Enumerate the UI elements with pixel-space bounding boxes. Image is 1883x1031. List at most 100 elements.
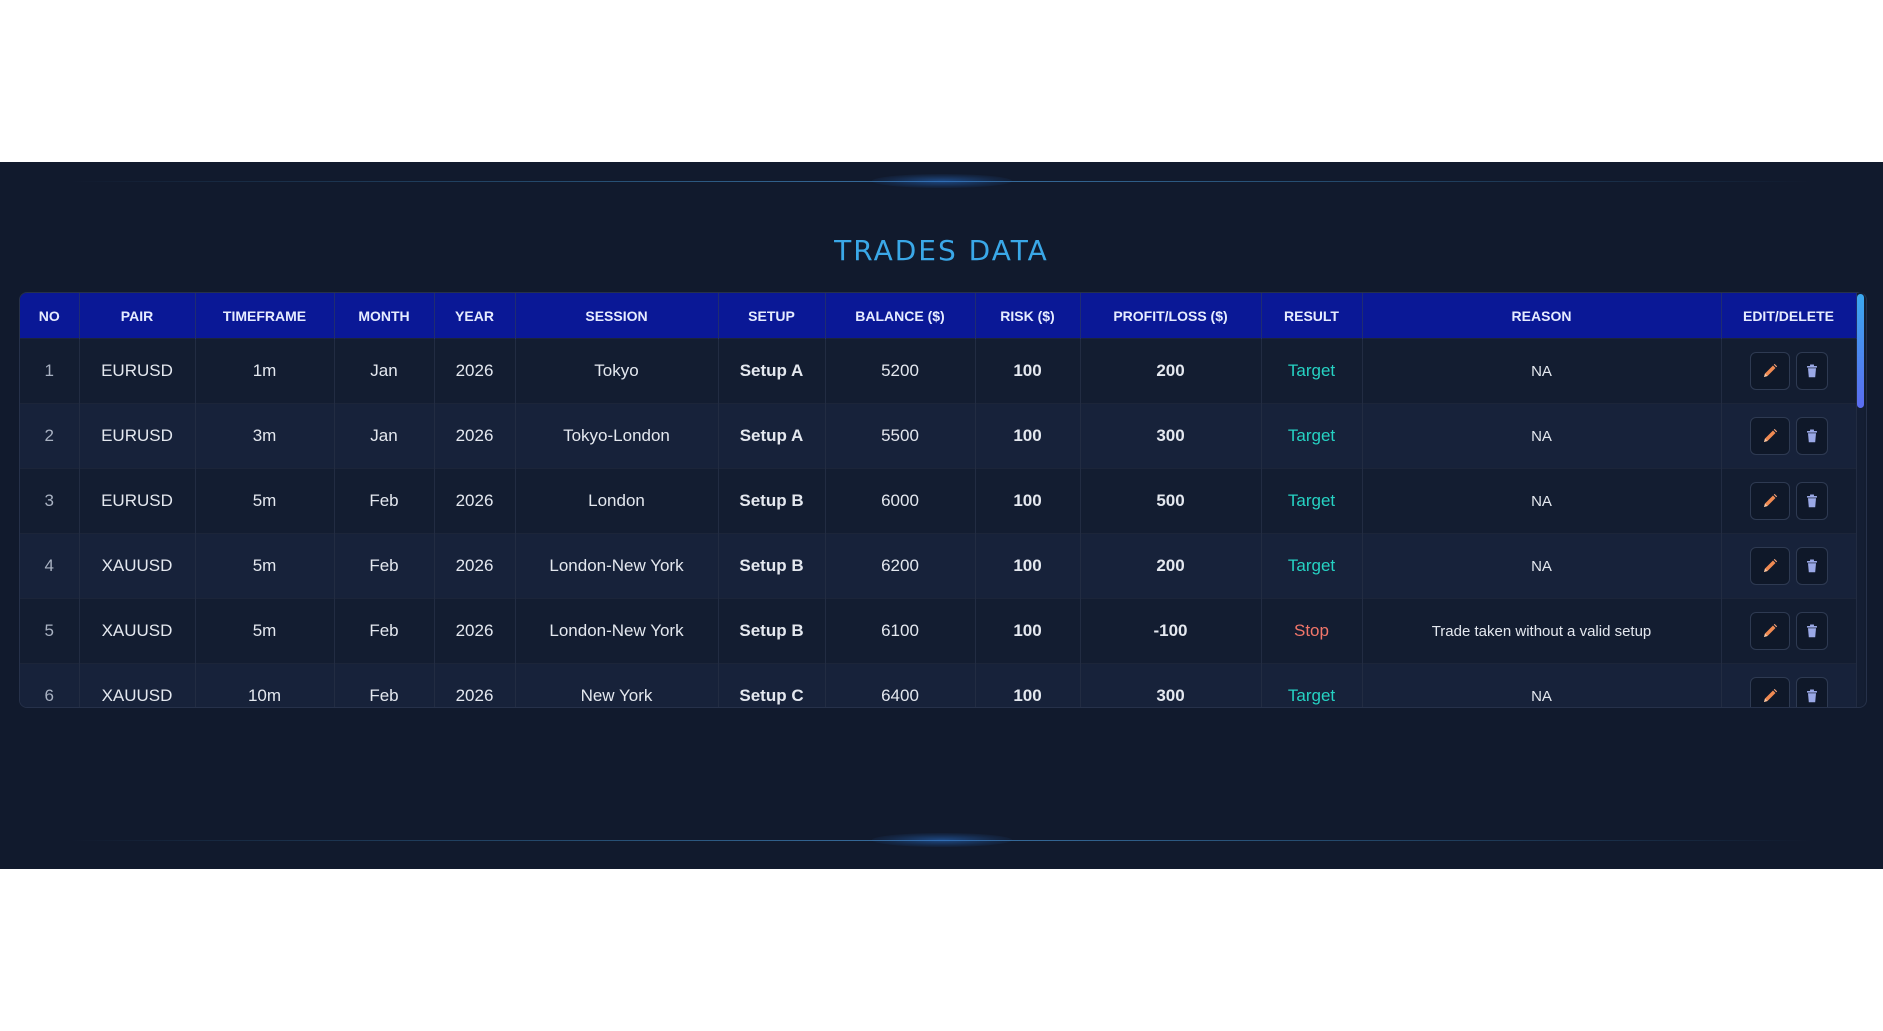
delete-button[interactable] (1795, 612, 1828, 650)
table-row: 5 XAUUSD 5m Feb 2026 London-New York Set… (20, 598, 1857, 664)
delete-button[interactable] (1795, 352, 1828, 390)
cell-session: London-New York (515, 598, 719, 664)
delete-button[interactable] (1795, 677, 1828, 707)
cell-profit-loss: 300 (1080, 403, 1262, 469)
pencil-icon (1763, 428, 1777, 442)
cell-actions (1721, 598, 1857, 664)
cell-setup: Setup B (718, 468, 826, 534)
delete-button[interactable] (1795, 547, 1828, 585)
edit-button[interactable] (1749, 677, 1790, 707)
cell-no: 4 (20, 533, 80, 599)
cell-result: Target (1261, 663, 1363, 707)
column-header-result: RESULT (1261, 293, 1363, 339)
column-header-year: YEAR (434, 293, 516, 339)
column-header-profit-loss: PROFIT/LOSS ($) (1080, 293, 1262, 339)
cell-pair: XAUUSD (79, 533, 196, 599)
cell-month: Jan (334, 338, 435, 404)
cell-profit-loss: 200 (1080, 533, 1262, 599)
cell-session: London (515, 468, 719, 534)
column-header-month: MONTH (334, 293, 435, 339)
edit-button[interactable] (1749, 482, 1790, 520)
cell-pair: EURUSD (79, 403, 196, 469)
cell-pair: EURUSD (79, 338, 196, 404)
cell-risk: 100 (975, 468, 1081, 534)
cell-reason: NA (1362, 468, 1722, 534)
column-header-setup: SETUP (718, 293, 826, 339)
cell-reason: NA (1362, 533, 1722, 599)
cell-result: Target (1261, 468, 1363, 534)
cell-setup: Setup B (718, 598, 826, 664)
column-header-reason: REASON (1362, 293, 1722, 339)
cell-actions (1721, 533, 1857, 599)
cell-profit-loss: -100 (1080, 598, 1262, 664)
pencil-icon (1763, 623, 1777, 637)
cell-balance: 5500 (825, 403, 976, 469)
cell-balance: 6100 (825, 598, 976, 664)
column-header-risk: RISK ($) (975, 293, 1081, 339)
edit-button[interactable] (1749, 547, 1790, 585)
column-header-timeframe: TIMEFRAME (195, 293, 335, 339)
cell-year: 2026 (434, 403, 516, 469)
column-header-edit-delete: EDIT/DELETE (1721, 293, 1857, 339)
edit-button[interactable] (1749, 612, 1790, 650)
cell-actions (1721, 663, 1857, 707)
cell-result: Stop (1261, 598, 1363, 664)
table-row: 2 EURUSD 3m Jan 2026 Tokyo-London Setup … (20, 403, 1857, 469)
edit-button[interactable] (1749, 417, 1790, 455)
scrollbar-thumb[interactable] (1857, 294, 1864, 408)
cell-month: Feb (334, 533, 435, 599)
cell-setup: Setup C (718, 663, 826, 707)
delete-button[interactable] (1795, 417, 1828, 455)
cell-profit-loss: 300 (1080, 663, 1262, 707)
table-header-row: NO PAIR TIMEFRAME MONTH YEAR SESSION SET… (20, 293, 1857, 339)
cell-session: Tokyo (515, 338, 719, 404)
cell-timeframe: 5m (195, 468, 335, 534)
trash-icon (1806, 494, 1817, 508)
column-header-balance: BALANCE ($) (825, 293, 976, 339)
column-header-no: NO (20, 293, 80, 339)
cell-setup: Setup A (718, 403, 826, 469)
cell-profit-loss: 200 (1080, 338, 1262, 404)
cell-pair: EURUSD (79, 468, 196, 534)
column-header-pair: PAIR (79, 293, 196, 339)
edit-button[interactable] (1749, 352, 1790, 390)
cell-balance: 6000 (825, 468, 976, 534)
cell-reason: Trade taken without a valid setup (1362, 598, 1722, 664)
cell-actions (1721, 468, 1857, 534)
cell-timeframe: 5m (195, 598, 335, 664)
cell-risk: 100 (975, 533, 1081, 599)
cell-timeframe: 1m (195, 338, 335, 404)
bottom-divider-glow (872, 833, 1012, 847)
cell-reason: NA (1362, 338, 1722, 404)
cell-setup: Setup A (718, 338, 826, 404)
cell-balance: 6400 (825, 663, 976, 707)
cell-risk: 100 (975, 338, 1081, 404)
trades-table-container: NO PAIR TIMEFRAME MONTH YEAR SESSION SET… (19, 292, 1867, 708)
pencil-icon (1763, 688, 1777, 702)
cell-profit-loss: 500 (1080, 468, 1262, 534)
cell-year: 2026 (434, 338, 516, 404)
page-title: TRADES DATA (834, 234, 1049, 267)
cell-timeframe: 10m (195, 663, 335, 707)
pencil-icon (1763, 493, 1777, 507)
delete-button[interactable] (1795, 482, 1828, 520)
table-row: 1 EURUSD 1m Jan 2026 Tokyo Setup A 5200 … (20, 338, 1857, 404)
cell-pair: XAUUSD (79, 663, 196, 707)
cell-no: 5 (20, 598, 80, 664)
cell-no: 1 (20, 338, 80, 404)
top-divider-glow (872, 174, 1012, 188)
cell-result: Target (1261, 533, 1363, 599)
table-scrollbar[interactable] (1857, 292, 1864, 706)
cell-year: 2026 (434, 533, 516, 599)
cell-no: 3 (20, 468, 80, 534)
cell-session: Tokyo-London (515, 403, 719, 469)
cell-actions (1721, 403, 1857, 469)
trash-icon (1806, 429, 1817, 443)
cell-balance: 6200 (825, 533, 976, 599)
cell-no: 6 (20, 663, 80, 707)
cell-month: Feb (334, 468, 435, 534)
cell-session: New York (515, 663, 719, 707)
cell-setup: Setup B (718, 533, 826, 599)
cell-risk: 100 (975, 663, 1081, 707)
cell-actions (1721, 338, 1857, 404)
